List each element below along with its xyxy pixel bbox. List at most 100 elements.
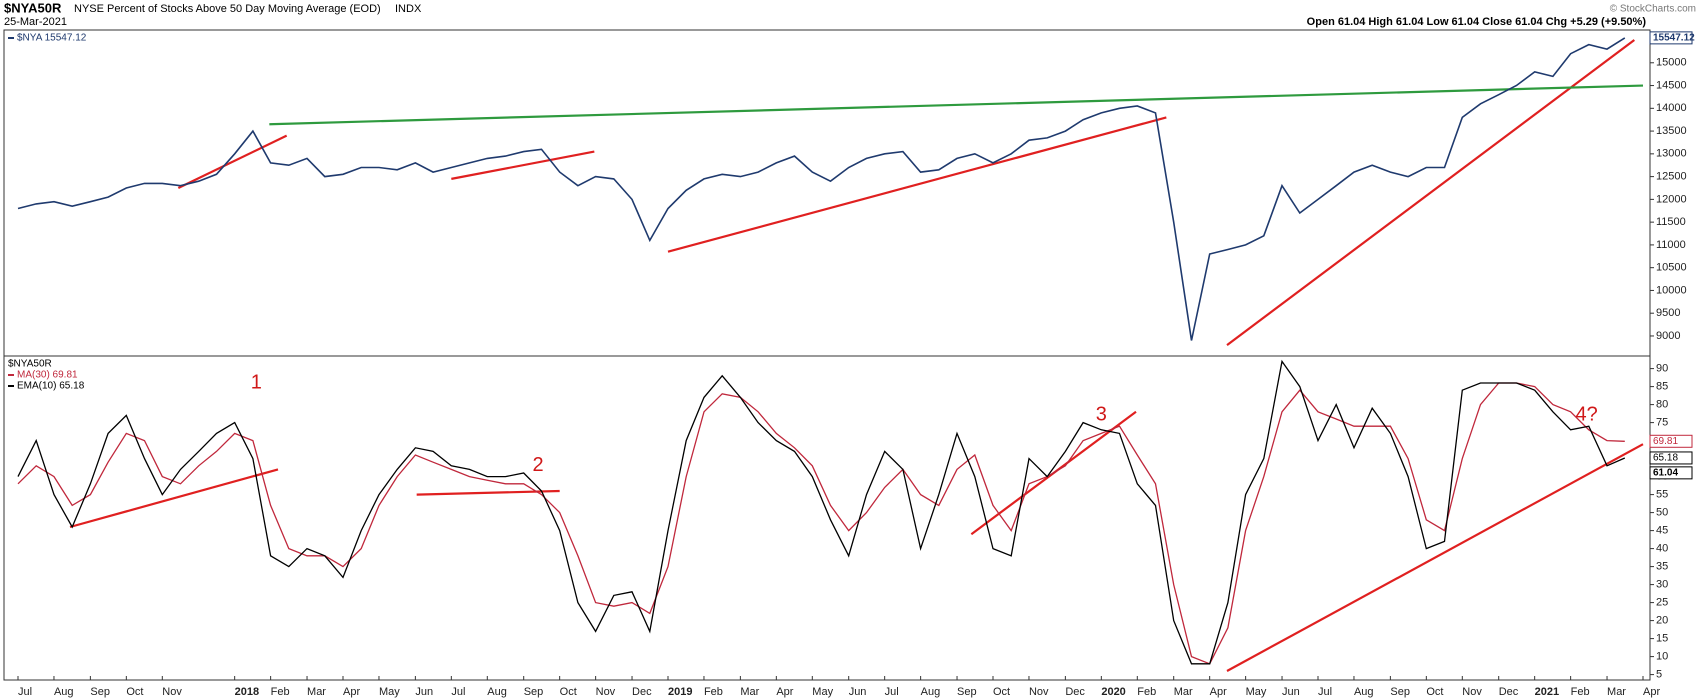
series-line	[17, 359, 1626, 665]
trendline	[667, 116, 1167, 253]
y-tick-label: 13500	[1656, 125, 1687, 137]
y-tick-label: 12500	[1656, 171, 1687, 183]
trendline	[177, 134, 288, 189]
x-tick-label: 2018	[235, 686, 259, 698]
x-tick-label: Oct	[993, 686, 1010, 698]
x-tick-label: Jun	[1282, 686, 1300, 698]
x-tick-label: Sep	[90, 686, 110, 698]
y-tick-label: 50	[1656, 507, 1668, 519]
x-tick-label: Oct	[560, 686, 577, 698]
x-tick-label: Apr	[343, 686, 360, 698]
x-tick-label: Jun	[849, 686, 867, 698]
last-value-box	[1649, 31, 1693, 45]
x-tick-label: Nov	[1462, 686, 1482, 698]
y-tick-label: 85	[1656, 381, 1668, 393]
x-tick-label: May	[1246, 686, 1267, 698]
x-tick-label: Mar	[1174, 686, 1193, 698]
legend-label: EMA(10) 65.18	[17, 381, 85, 392]
y-tick-label: 10500	[1656, 262, 1687, 274]
y-tick-label: 15	[1656, 633, 1668, 645]
trendline	[269, 84, 1644, 126]
x-tick-label: May	[812, 686, 833, 698]
last-value-label: 15547.12	[1653, 33, 1695, 44]
x-tick-label: Sep	[1390, 686, 1410, 698]
y-tick-label: 14500	[1656, 79, 1687, 91]
annotation: 2	[532, 454, 543, 476]
last-value-label: 65.18	[1653, 453, 1678, 464]
y-tick-label: 10000	[1656, 284, 1687, 296]
y-tick-label: 35	[1656, 561, 1668, 573]
x-tick-label: Oct	[1426, 686, 1443, 698]
x-tick-label: 2021	[1535, 686, 1559, 698]
x-tick-label: Mar	[740, 686, 759, 698]
annotation: 1	[251, 371, 262, 393]
credit: © StockCharts.com	[1610, 4, 1696, 15]
y-tick-label: 20	[1656, 615, 1668, 627]
x-tick-label: Sep	[957, 686, 977, 698]
x-tick-label: Mar	[1607, 686, 1626, 698]
x-tick-label: Feb	[1137, 686, 1156, 698]
chart-title: NYSE Percent of Stocks Above 50 Day Movi…	[74, 3, 381, 15]
x-tick-label: Jul	[18, 686, 32, 698]
y-tick-label: 40	[1656, 543, 1668, 555]
y-tick-label: 5	[1656, 669, 1662, 681]
last-value-label: 69.81	[1653, 436, 1678, 447]
y-tick-label: 11000	[1656, 239, 1686, 251]
last-value-box	[1649, 451, 1693, 465]
x-tick-label: Feb	[1571, 686, 1590, 698]
y-tick-label: 13000	[1656, 148, 1687, 160]
annotation: 3	[1096, 404, 1107, 426]
y-tick-label: 45	[1656, 525, 1668, 537]
x-tick-label: Aug	[487, 686, 507, 698]
x-tick-label: Apr	[776, 686, 793, 698]
x-tick-label: Jul	[451, 686, 465, 698]
x-tick-label: Aug	[54, 686, 74, 698]
x-tick-label: Feb	[271, 686, 290, 698]
x-tick-label: Aug	[921, 686, 941, 698]
x-tick-label: Dec	[632, 686, 652, 698]
annotation: 4?	[1576, 404, 1598, 426]
x-tick-label: Apr	[1210, 686, 1227, 698]
x-tick-label: 2020	[1101, 686, 1125, 698]
x-tick-label: May	[379, 686, 400, 698]
x-tick-label: Nov	[596, 686, 616, 698]
y-tick-label: 30	[1656, 579, 1668, 591]
trendline	[1226, 443, 1644, 672]
y-tick-label: 11500	[1656, 216, 1686, 228]
series-line	[17, 382, 1625, 665]
y-tick-label: 10	[1656, 651, 1668, 663]
x-tick-label: Feb	[704, 686, 723, 698]
x-tick-label: Oct	[126, 686, 143, 698]
symbol: $NYA50R	[4, 0, 62, 15]
trendline	[69, 468, 279, 529]
y-tick-label: 90	[1656, 363, 1668, 375]
quote: Open 61.04 High 61.04 Low 61.04 Close 61…	[1307, 16, 1647, 28]
x-tick-label: Nov	[1029, 686, 1049, 698]
y-tick-label: 75	[1656, 417, 1668, 429]
y-tick-label: 15000	[1656, 57, 1687, 69]
legend-title: $NYA50R	[8, 359, 52, 370]
x-tick-label: Dec	[1065, 686, 1085, 698]
trendline	[1226, 39, 1635, 346]
x-tick-label: 2019	[668, 686, 692, 698]
x-tick-label: Jun	[415, 686, 433, 698]
panel-frame	[3, 355, 1651, 681]
y-tick-label: 80	[1656, 399, 1668, 411]
series-line	[17, 37, 1626, 341]
y-tick-label: 9500	[1656, 307, 1680, 319]
x-tick-label: Nov	[162, 686, 182, 698]
y-tick-label: 12000	[1656, 193, 1687, 205]
date: 25-Mar-2021	[4, 16, 67, 28]
close-box	[1649, 466, 1693, 480]
last-value-box	[1649, 434, 1693, 448]
close-label: 61.04	[1653, 467, 1678, 478]
trendline	[451, 150, 595, 180]
legend-label: $NYA 15547.12	[17, 33, 87, 44]
x-tick-label: Jul	[885, 686, 899, 698]
x-tick-label: Aug	[1354, 686, 1374, 698]
y-tick-label: 9000	[1656, 330, 1680, 342]
x-tick-label: Mar	[307, 686, 326, 698]
x-tick-label: Jul	[1318, 686, 1332, 698]
